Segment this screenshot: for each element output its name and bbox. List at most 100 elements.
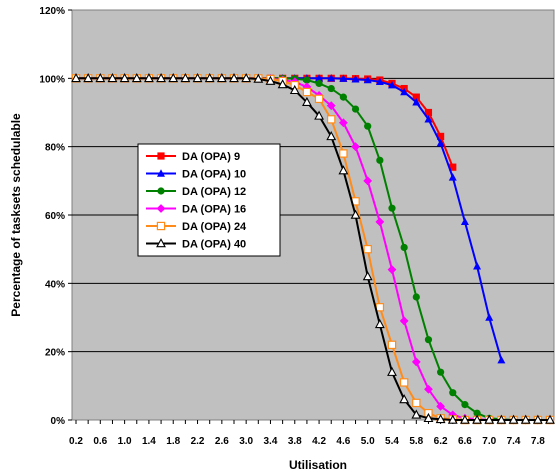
- legend-label: DA (OPA) 10: [182, 169, 246, 181]
- data-point: [520, 414, 531, 424]
- data-point: [315, 74, 324, 82]
- data-point: [362, 271, 373, 281]
- x-tick-label: 5.8: [409, 436, 423, 447]
- x-tick-label: 4.2: [312, 436, 326, 447]
- legend-label: DA (OPA) 16: [182, 204, 246, 216]
- legend-item: DA (OPA) 16: [146, 204, 246, 216]
- legend-item: DA (OPA) 40: [146, 238, 246, 251]
- legend-item: DA (OPA) 10: [146, 169, 246, 181]
- data-point: [375, 217, 385, 227]
- data-point: [327, 74, 336, 82]
- data-point: [351, 142, 360, 152]
- data-point: [302, 96, 312, 106]
- x-tick-label: 1.4: [142, 436, 156, 447]
- data-point: [448, 173, 457, 181]
- data-point: [411, 409, 422, 419]
- data-point: [424, 108, 433, 117]
- data-point: [376, 156, 384, 164]
- data-point: [496, 414, 507, 424]
- x-tick-label: 6.2: [434, 436, 448, 447]
- data-point: [289, 84, 300, 95]
- data-point: [351, 75, 360, 83]
- data-point: [461, 401, 469, 409]
- data-point: [508, 414, 519, 424]
- data-point: [168, 72, 179, 83]
- data-point: [339, 74, 348, 82]
- data-point: [447, 414, 458, 424]
- x-tick-label: 7.4: [507, 436, 521, 447]
- data-point: [95, 72, 106, 83]
- data-point: [363, 75, 372, 84]
- data-point: [265, 75, 276, 85]
- data-point: [435, 413, 446, 424]
- y-tick-label: 120%: [39, 6, 65, 17]
- x-tick-label: 5.4: [385, 436, 399, 447]
- data-point: [339, 149, 348, 158]
- series-line: [76, 77, 550, 421]
- y-tick-label: 60%: [45, 211, 65, 222]
- data-point: [350, 209, 361, 219]
- legend-item: DA (OPA) 24: [146, 221, 247, 233]
- data-point: [449, 163, 457, 171]
- y-tick-label: 100%: [39, 74, 65, 85]
- legend-label: DA (OPA) 24: [182, 221, 247, 233]
- data-point: [412, 398, 421, 408]
- data-point: [364, 122, 372, 130]
- data-point: [277, 79, 288, 89]
- x-tick-label: 7.0: [482, 436, 496, 447]
- data-point: [180, 72, 191, 83]
- x-tick-label: 6.6: [458, 436, 472, 447]
- legend: DA (OPA) 9 DA (OPA) 10 DA (OPA) 12 DA (OPA)…: [137, 143, 281, 257]
- legend-box: [137, 143, 281, 257]
- data-point: [387, 366, 397, 376]
- data-point: [412, 98, 421, 106]
- data-point: [411, 357, 421, 367]
- x-tick-label: 7.8: [531, 436, 545, 447]
- x-tick-label: 1.0: [118, 436, 132, 447]
- legend-item: DA (OPA) 12: [146, 186, 246, 198]
- data-point: [119, 72, 130, 83]
- legend-item: DA (OPA) 9: [146, 151, 240, 163]
- data-point: [532, 414, 543, 424]
- data-point: [399, 316, 409, 326]
- series-group: [71, 72, 555, 425]
- data-point: [423, 412, 434, 423]
- y-axis-ticks: 0% 20% 40% 60% 80% 100% 120%: [39, 6, 72, 427]
- data-point: [545, 414, 555, 424]
- x-tick-label: 3.8: [288, 436, 302, 447]
- data-point: [314, 110, 324, 120]
- data-point: [302, 87, 312, 97]
- data-point: [412, 93, 420, 101]
- data-point: [412, 293, 420, 301]
- data-point: [399, 394, 410, 404]
- data-point: [156, 72, 166, 83]
- y-tick-label: 0%: [51, 416, 66, 427]
- data-point: [326, 101, 336, 111]
- data-point: [363, 176, 373, 186]
- data-point: [71, 72, 81, 83]
- data-point: [315, 79, 323, 88]
- data-point: [424, 115, 433, 123]
- legend-marker: [156, 204, 166, 213]
- legend-marker: [157, 152, 165, 160]
- data-point: [400, 87, 409, 96]
- data-point: [363, 244, 372, 254]
- data-point: [473, 262, 482, 270]
- legend-marker: [157, 187, 165, 195]
- data-point: [484, 414, 495, 424]
- x-tick-label: 3.0: [239, 436, 253, 447]
- data-point: [399, 378, 409, 387]
- data-point: [338, 118, 348, 128]
- x-tick-label: 2.2: [191, 436, 205, 447]
- data-point: [229, 72, 239, 83]
- data-point: [388, 204, 396, 212]
- data-point: [388, 80, 396, 89]
- data-point: [436, 139, 445, 147]
- data-point: [303, 76, 311, 84]
- x-axis-title: Utilisation: [289, 458, 347, 472]
- legend-label: DA (OPA) 40: [182, 239, 246, 251]
- x-tick-label: 0.6: [93, 436, 107, 447]
- data-point: [351, 105, 360, 113]
- data-point: [424, 336, 433, 344]
